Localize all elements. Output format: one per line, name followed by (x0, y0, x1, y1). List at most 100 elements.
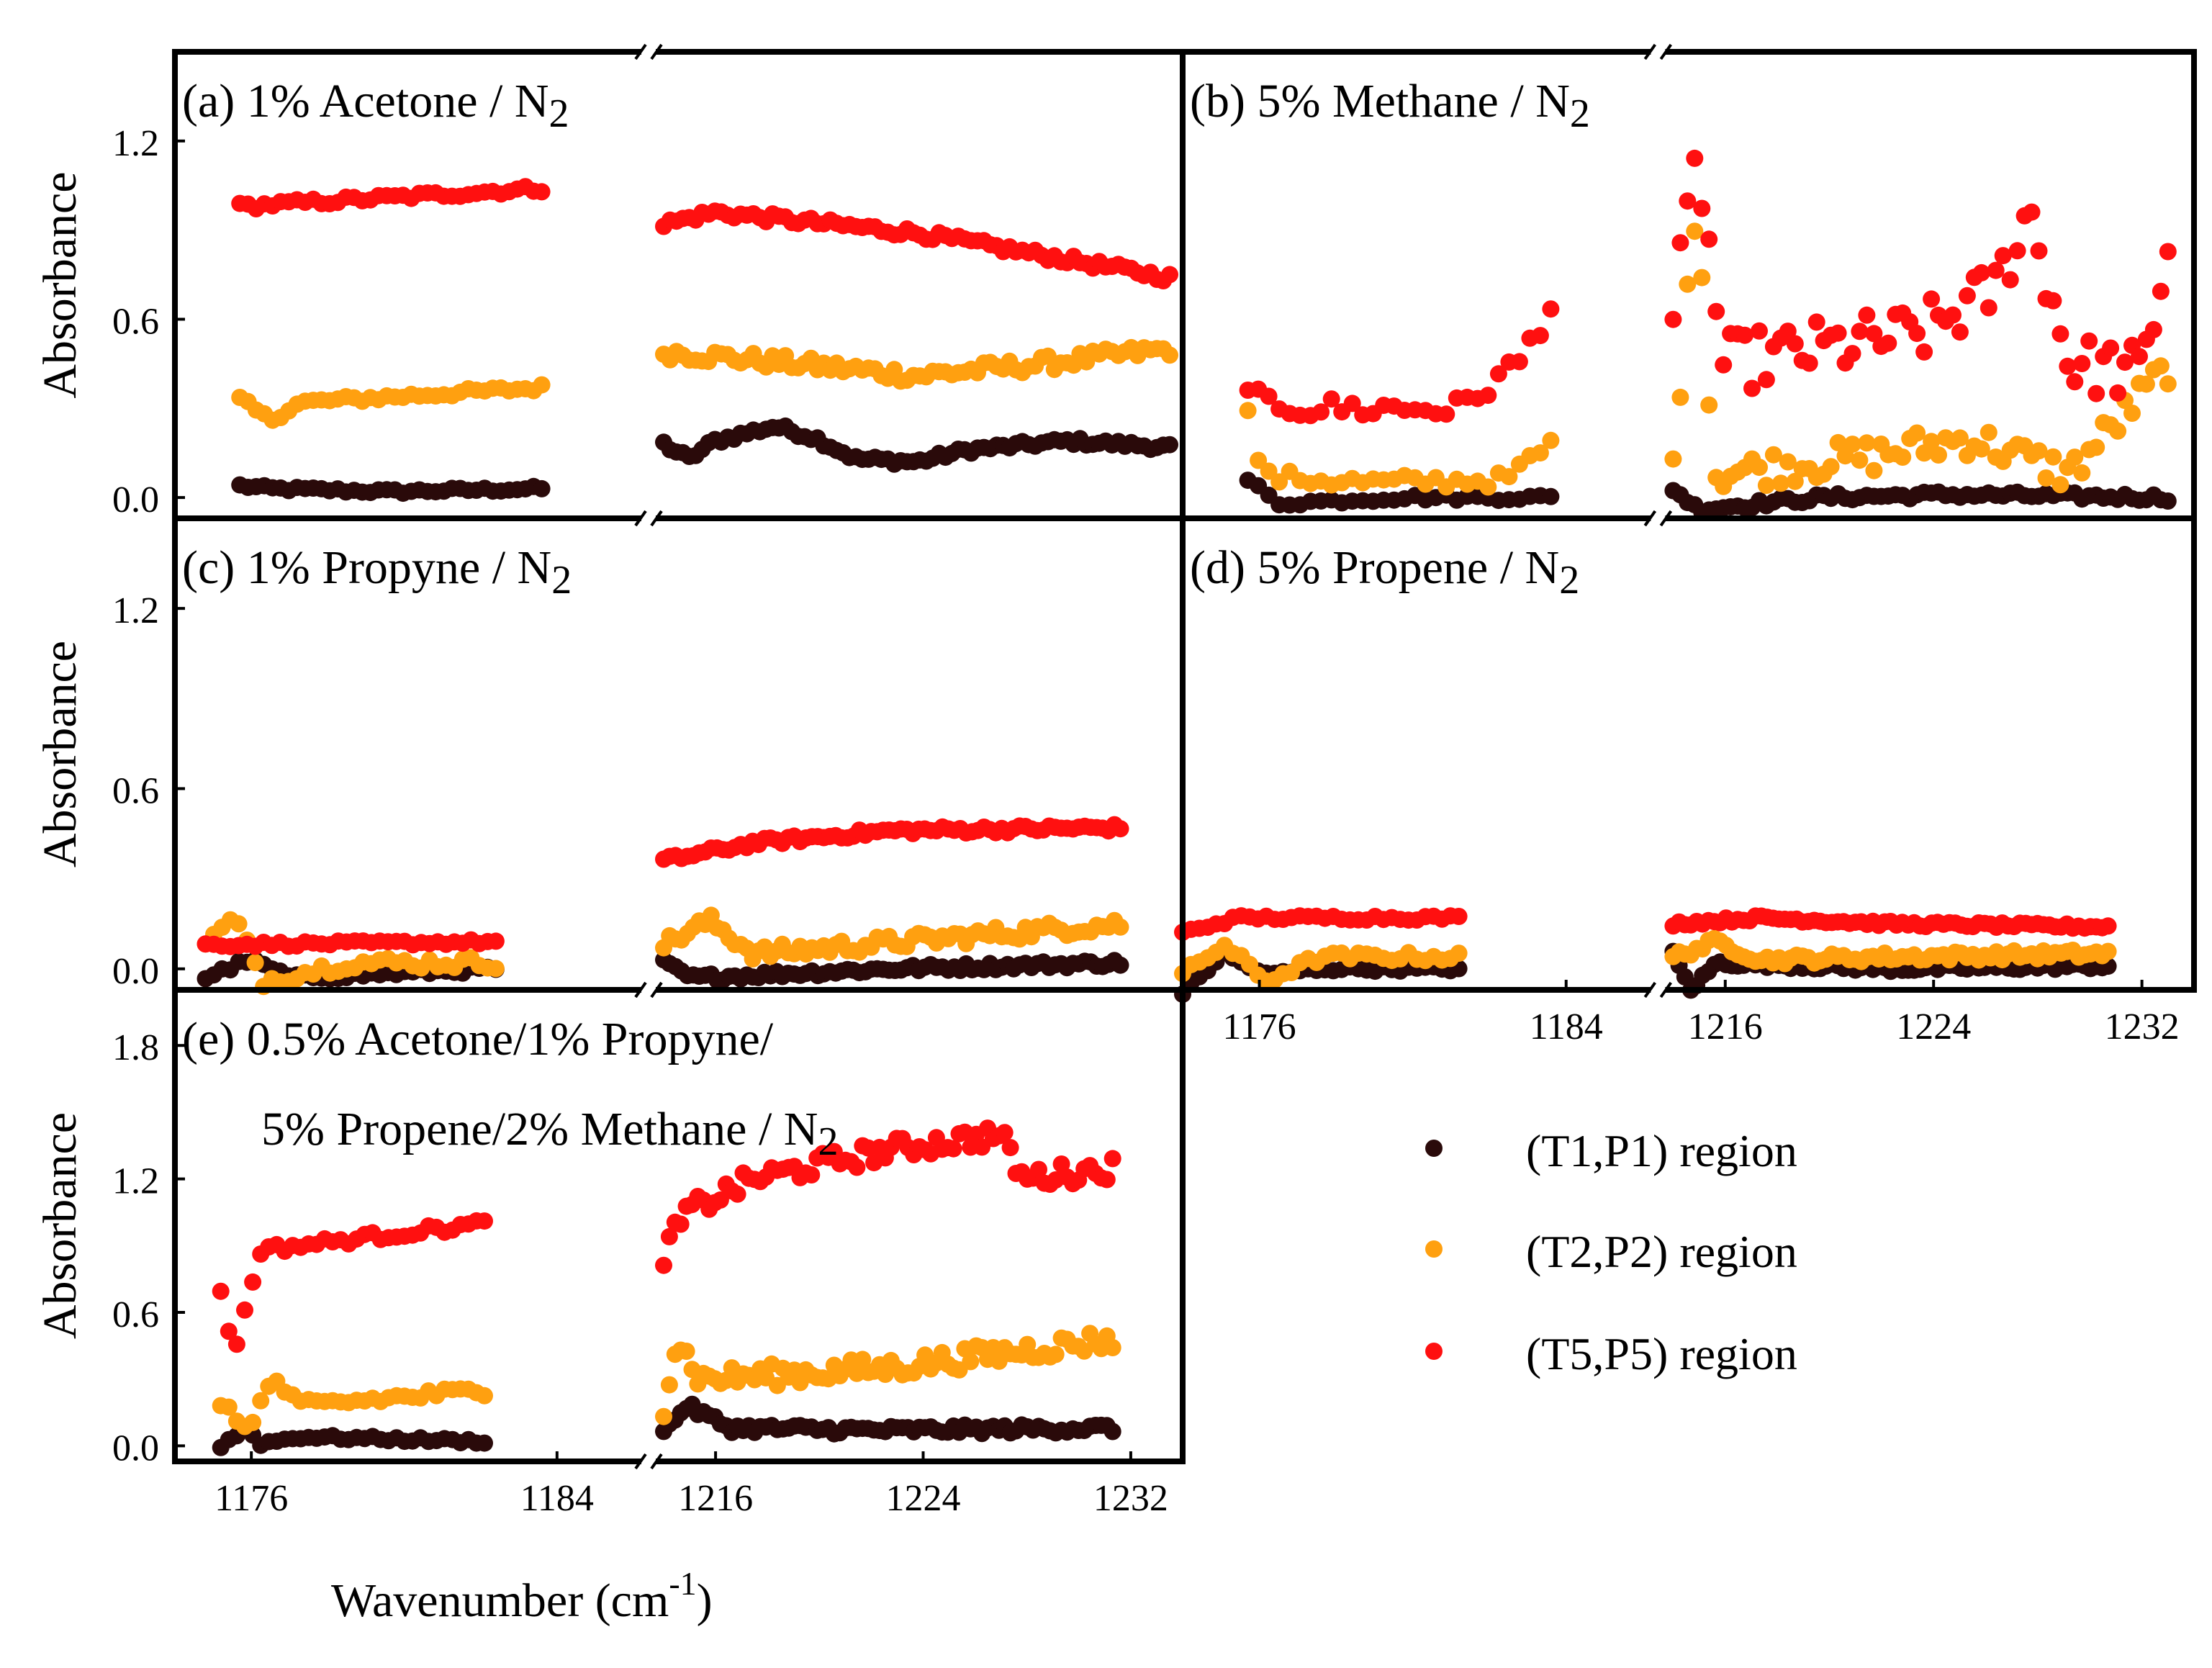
legend-label-t2p2: (T2,P2) region (1526, 1226, 1797, 1277)
data-point (2066, 373, 2084, 391)
data-point (1047, 1345, 1065, 1363)
data-point (2159, 492, 2177, 510)
y-tick-label: 1.8 (112, 1027, 159, 1068)
data-point (2008, 242, 2026, 260)
axis-break-mark (1643, 510, 1656, 527)
data-point (1052, 1155, 1070, 1173)
data-point (1161, 266, 1178, 284)
data-point (1343, 395, 1361, 413)
data-point (2059, 357, 2077, 375)
data-point (2102, 339, 2120, 357)
data-point (655, 1256, 672, 1274)
data-point (2087, 438, 2105, 456)
data-point (1686, 149, 1704, 167)
data-point (1671, 388, 1689, 406)
data-point (1103, 1150, 1121, 1168)
data-point (1707, 302, 1725, 320)
series-b-3 (1239, 149, 2177, 425)
data-point (2159, 243, 2177, 261)
data-point (1686, 222, 1704, 240)
data-point (252, 1392, 270, 1410)
data-point (672, 1215, 690, 1233)
panel-frame-d (1180, 515, 2197, 993)
data-point (2159, 375, 2177, 393)
data-point (1531, 444, 1549, 462)
axis-break-gap (641, 984, 656, 996)
series-c-2 (197, 906, 1129, 996)
data-point (1843, 436, 1861, 454)
data-point (1664, 450, 1682, 468)
data-point (476, 1212, 493, 1230)
data-point (1757, 371, 1775, 389)
data-point (1979, 423, 1997, 441)
data-point (1951, 429, 1969, 447)
series-a-2 (231, 338, 1178, 429)
y-tick-label: 0.0 (112, 1428, 159, 1469)
panel-frame-e (172, 987, 1186, 1464)
data-point (1915, 343, 1933, 361)
data-point (2044, 448, 2062, 466)
data-point (1879, 334, 1897, 352)
data-point (2123, 405, 2141, 422)
data-point (1751, 322, 1768, 340)
data-point (1979, 299, 1997, 317)
data-point (1743, 379, 1761, 397)
axis-break-mark (634, 510, 647, 527)
data-point (962, 1353, 980, 1371)
data-point (1001, 1139, 1019, 1157)
legend-marker-t5p5 (1425, 1343, 1443, 1360)
legend-label-t1p1: (T1,P1) region (1526, 1125, 1797, 1176)
panel-title-e-line2: 5% Propene/2% Methane / N2 (261, 1103, 838, 1164)
data-point (944, 1140, 962, 1158)
data-point (487, 932, 505, 950)
data-point (1944, 306, 1962, 324)
axis-break-gap (641, 46, 656, 58)
panel-d: 1176 1184 1216 1224 1232 (d) 5% Propene / N2 (1174, 510, 2197, 1047)
y-tick-label: 0.0 (112, 951, 159, 992)
data-point (1161, 346, 1178, 364)
data-point (1757, 477, 1775, 495)
data-point (227, 1335, 245, 1353)
data-point (1500, 468, 1518, 486)
data-point (2073, 464, 2091, 482)
series-d-2 (1174, 929, 2117, 990)
y-axis-label: Absorbance (34, 1112, 86, 1339)
y-tick-label: 1.2 (112, 1161, 159, 1202)
series-a-3 (231, 178, 1178, 289)
data-point (1450, 908, 1468, 925)
data-point (848, 1158, 866, 1176)
series-b-1 (1239, 472, 2177, 521)
series-c-3 (197, 816, 1129, 955)
data-point (230, 915, 248, 933)
data-point (2144, 320, 2162, 338)
data-point (1479, 478, 1497, 496)
data-point (1103, 1339, 1121, 1356)
data-point (1437, 405, 1455, 423)
data-point (2099, 917, 2117, 935)
data-point (236, 1301, 253, 1319)
data-point (1923, 433, 1941, 451)
data-point (854, 1351, 872, 1369)
x-tick-label: 1176 (215, 1478, 288, 1519)
data-point (1098, 1171, 1116, 1189)
data-point (2087, 384, 2105, 402)
data-point (533, 479, 551, 497)
y-tick-label: 0.0 (112, 479, 159, 520)
data-point (2152, 282, 2170, 300)
data-point (2030, 442, 2048, 460)
axis-break-mark (634, 1453, 647, 1470)
axis-break-mark (1659, 981, 1672, 998)
data-point (2023, 203, 2041, 221)
data-point (1923, 290, 1941, 308)
axis-break-gap (1651, 513, 1666, 524)
data-point (2131, 348, 2148, 366)
data-point (1972, 440, 1990, 458)
x-tick-label: 1216 (678, 1478, 753, 1519)
y-axis-label: Absorbance (34, 641, 86, 867)
data-point (1700, 230, 1718, 248)
data-point (1951, 323, 1969, 341)
data-point (1542, 487, 1560, 505)
data-point (1851, 451, 1869, 469)
x-tick-label: 1176 (1223, 1006, 1296, 1047)
axis-break-mark (650, 43, 663, 60)
